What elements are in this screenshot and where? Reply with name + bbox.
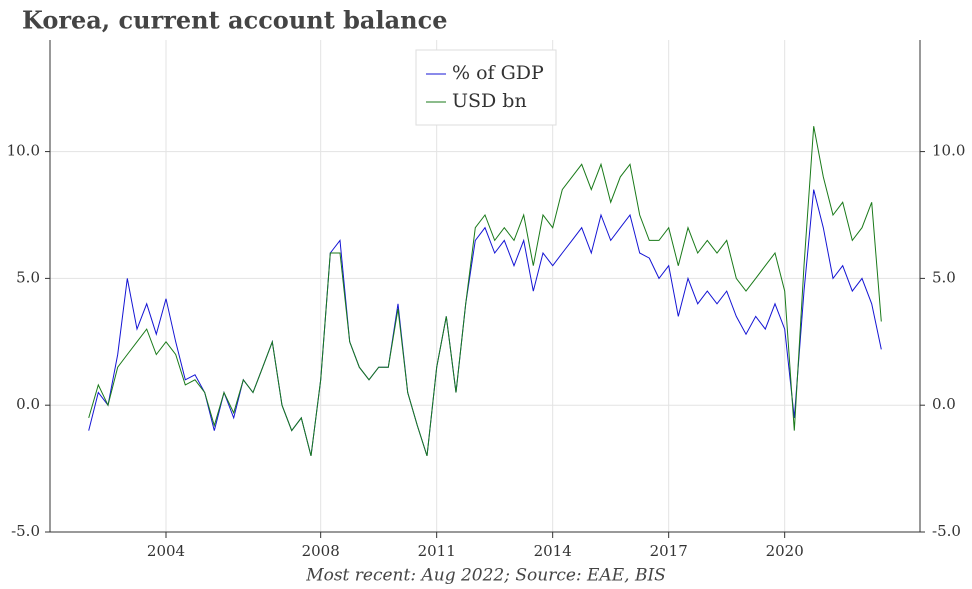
grid	[50, 40, 920, 533]
legend-entries: % of GDP USD bn	[426, 62, 544, 112]
legend-label: USD bn	[452, 90, 527, 112]
series-line	[88, 189, 882, 457]
x-tick-label: 2011	[418, 542, 456, 560]
y2-tick-label: 5.0	[932, 268, 956, 286]
x-tick-label: 2017	[650, 542, 688, 560]
x-tick-label: 2014	[534, 542, 572, 560]
y-tick-label: 10.0	[7, 142, 40, 160]
legend-label: % of GDP	[452, 62, 544, 84]
y2-tick-label: 10.0	[932, 142, 965, 160]
y2-tick-label: -5.0	[932, 522, 961, 540]
x-tick-label: 2020	[766, 542, 804, 560]
footnote: Most recent: Aug 2022; Source: EAE, BIS	[305, 566, 666, 586]
x-tick-label: 2004	[147, 542, 185, 560]
y2-tick-label: 0.0	[932, 395, 956, 413]
series-line	[88, 126, 882, 457]
chart-title: Korea, current account balance	[22, 6, 447, 35]
y-tick-label: 0.0	[16, 395, 40, 413]
legend	[415, 49, 557, 126]
y-tick-label: 5.0	[16, 268, 40, 286]
y-tick-label: -5.0	[11, 522, 40, 540]
lines	[88, 126, 882, 457]
x-tick-label: 2008	[302, 542, 340, 560]
